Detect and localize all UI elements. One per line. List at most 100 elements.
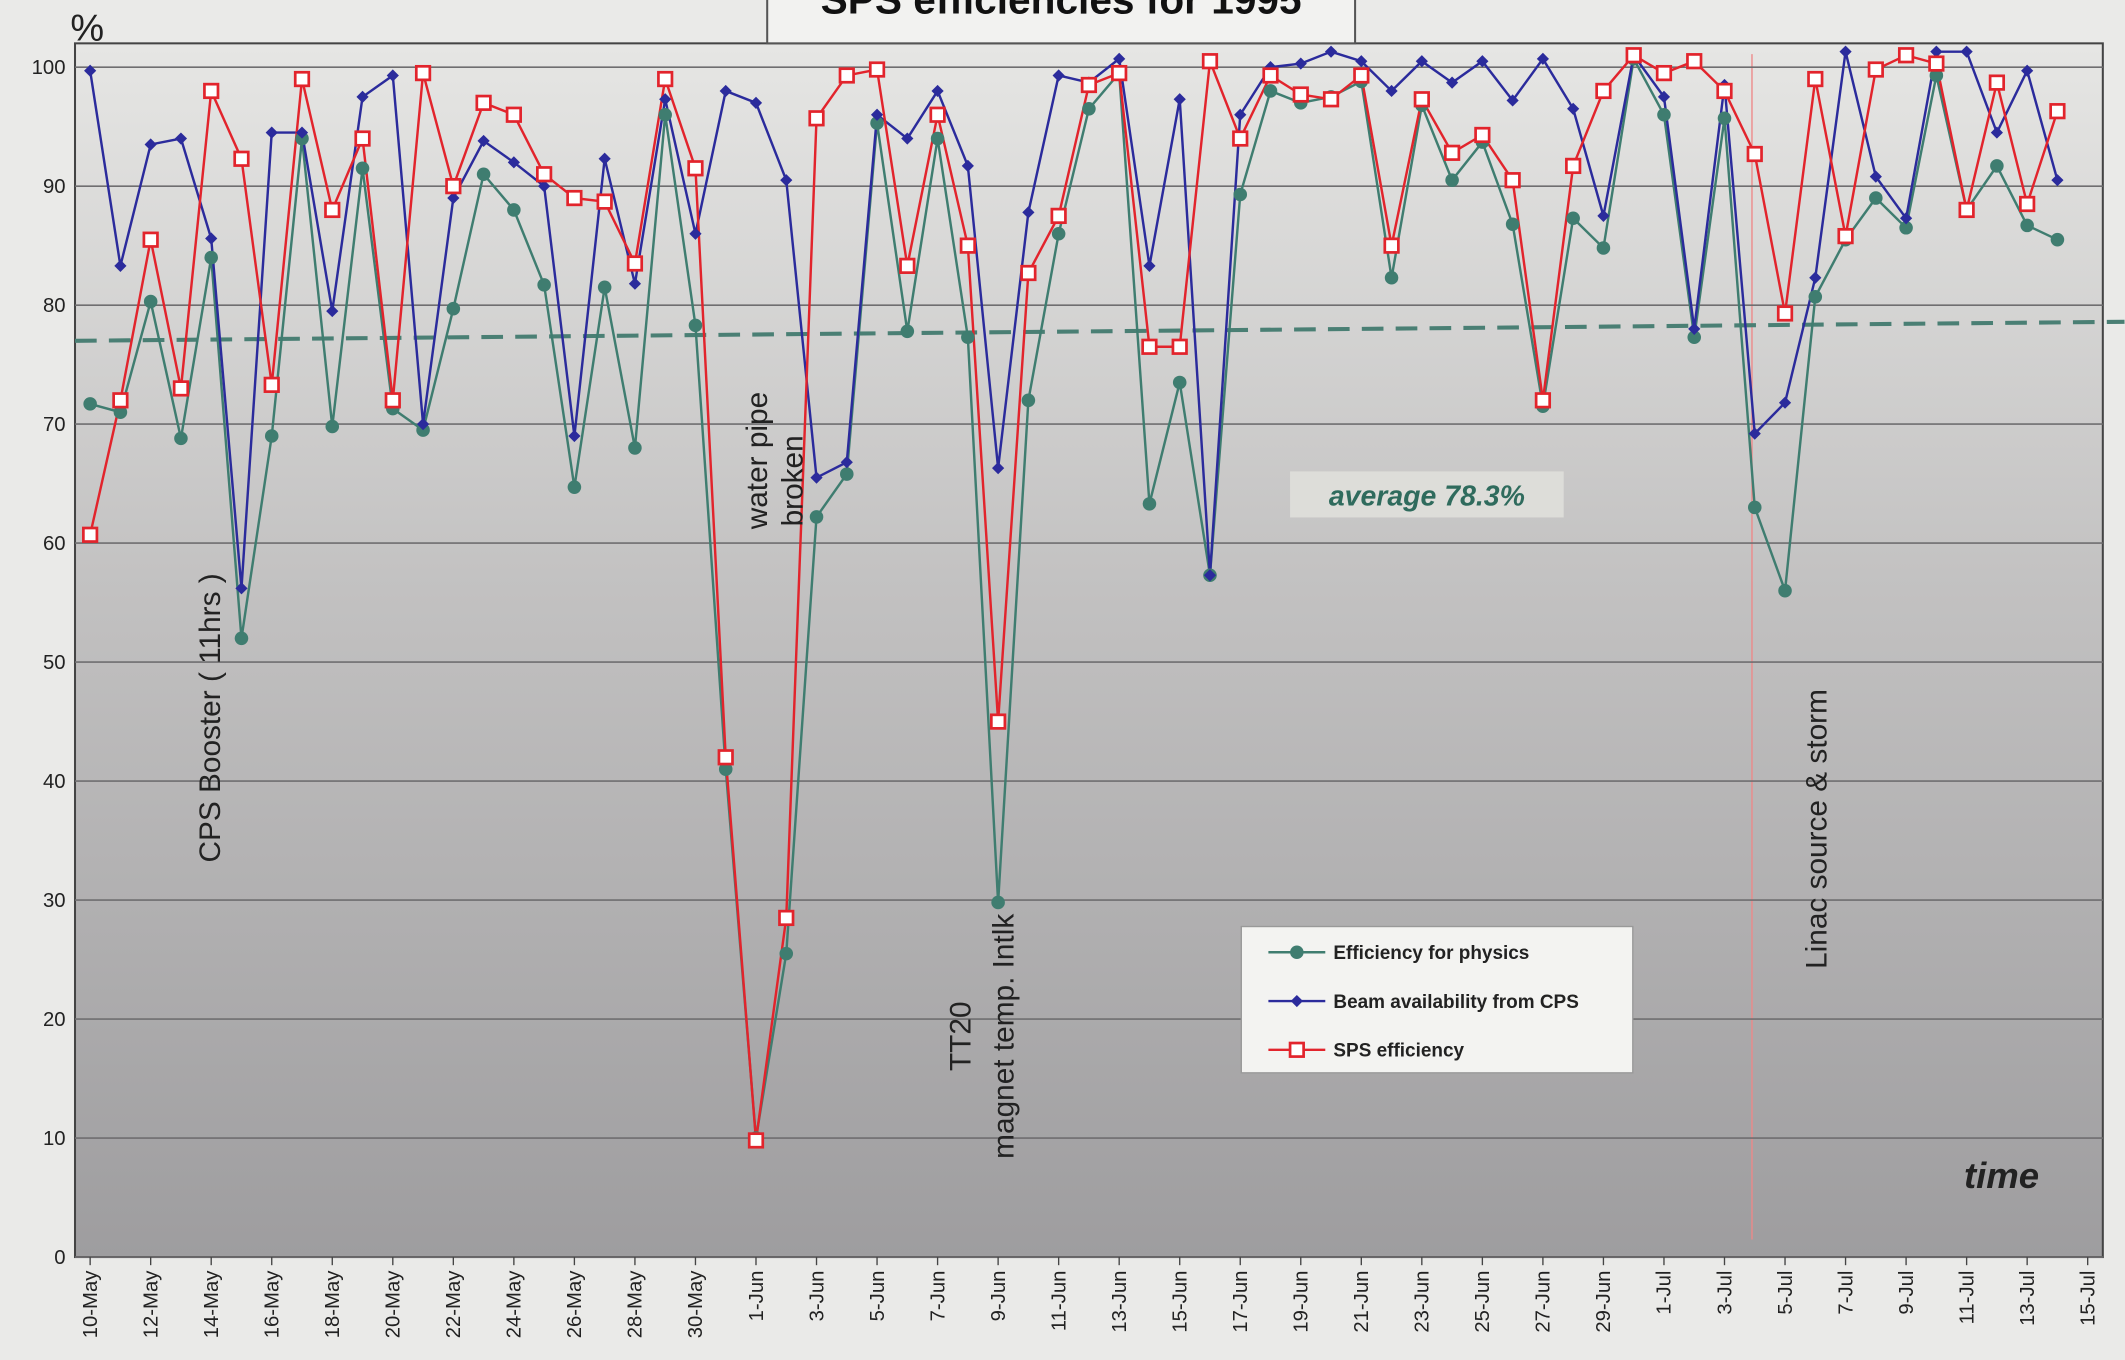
point: [1869, 191, 1883, 205]
point: [718, 762, 733, 776]
x-tick-label: 17-Jun: [1230, 1271, 1252, 1333]
x-tick-label: 18-May: [322, 1270, 344, 1339]
y-tick-label: 30: [43, 890, 66, 912]
point: [537, 278, 551, 292]
series-line: [88, 50, 2059, 589]
point: [1263, 84, 1278, 98]
x-tick-label: 23-Jun: [1412, 1271, 1434, 1333]
point: [1778, 396, 1792, 409]
point: [1837, 227, 1854, 245]
point: [142, 231, 159, 248]
point: [810, 471, 823, 484]
point: [1688, 322, 1701, 336]
point: [233, 150, 250, 167]
point: [808, 110, 825, 127]
point: [567, 480, 582, 494]
point: [265, 126, 278, 139]
title-box: [766, 0, 1357, 45]
point: [959, 237, 976, 254]
y-tick-label: 70: [43, 414, 66, 436]
point: [596, 193, 613, 210]
point: [1807, 70, 1824, 88]
average-box: [1290, 471, 1564, 518]
x-tick-label: 3-Jul: [1714, 1271, 1736, 1315]
point: [1869, 170, 1882, 183]
x-tick-label: 13-Jul: [2017, 1271, 2039, 1326]
point: [1383, 237, 1400, 254]
point: [626, 255, 644, 272]
x-tick-label: 5-Jul: [1775, 1271, 1797, 1315]
point: [780, 174, 793, 187]
y-tick-label: 40: [43, 771, 66, 793]
point: [1413, 91, 1430, 108]
point: [1052, 69, 1065, 82]
point: [386, 69, 399, 82]
point: [1506, 94, 1519, 107]
point: [205, 232, 218, 245]
point: [1566, 211, 1580, 226]
y-tick-label: 10: [43, 1128, 66, 1150]
point: [870, 116, 884, 130]
point: [779, 946, 794, 961]
point: [2050, 232, 2065, 247]
x-axis-label: time: [1964, 1155, 2039, 1196]
x-tick-label: 29-Jun: [1593, 1271, 1615, 1333]
x-tick-label: 19-Jun: [1291, 1271, 1313, 1333]
point: [1595, 82, 1612, 100]
point: [1687, 330, 1702, 345]
point: [1172, 375, 1187, 390]
point: [687, 160, 704, 177]
point: [1990, 159, 2004, 173]
series-line: [88, 53, 2059, 1141]
x-tick-label: 5-Jun: [867, 1271, 889, 1322]
x-tick-label: 27-Jun: [1533, 1271, 1555, 1333]
point: [1657, 90, 1671, 103]
x-tick-label: 30-May: [685, 1270, 707, 1339]
annotation: broken: [776, 435, 809, 526]
y-tick-label: 0: [54, 1247, 65, 1269]
point: [1504, 172, 1521, 189]
y-tick-label: 20: [43, 1009, 66, 1031]
point: [688, 318, 703, 333]
y-tick-label: 100: [32, 57, 66, 79]
point: [355, 161, 370, 176]
x-tick-label: 11-Jul: [1956, 1271, 1978, 1325]
point: [1929, 68, 1944, 83]
point: [689, 227, 702, 240]
legend-label: Beam availability from CPS: [1333, 992, 1578, 1013]
point: [899, 257, 916, 274]
point: [203, 82, 220, 100]
point: [1655, 64, 1673, 82]
point: [1839, 45, 1852, 58]
point: [1171, 338, 1188, 355]
x-tick-label: 9-Jun: [988, 1271, 1010, 1322]
x-tick-label: 1-Jul: [1654, 1271, 1676, 1315]
point: [1565, 157, 1582, 175]
point: [658, 107, 672, 122]
annotation: Linac source & storm: [1800, 689, 1833, 969]
point: [657, 70, 674, 88]
point: [1142, 497, 1157, 511]
point: [1899, 212, 1913, 225]
annotation: magnet temp. Intlk: [988, 914, 1021, 1159]
x-tick-label: 13-Jun: [1109, 1271, 1131, 1333]
point: [749, 96, 763, 109]
point: [597, 280, 612, 295]
point: [324, 201, 341, 219]
point: [747, 1132, 765, 1149]
point: [174, 132, 188, 145]
y-tick-label: 90: [43, 176, 66, 198]
point: [929, 106, 946, 123]
point: [2019, 195, 2036, 213]
point: [1746, 145, 1763, 163]
point: [234, 631, 249, 646]
x-tick-label: 24-May: [504, 1270, 526, 1339]
y-tick-label: 80: [43, 295, 66, 317]
point: [536, 166, 553, 183]
point: [82, 526, 99, 543]
point: [1747, 500, 1762, 515]
x-tick-label: 15-Jun: [1169, 1271, 1191, 1333]
point: [477, 134, 490, 148]
point: [1808, 290, 1823, 304]
